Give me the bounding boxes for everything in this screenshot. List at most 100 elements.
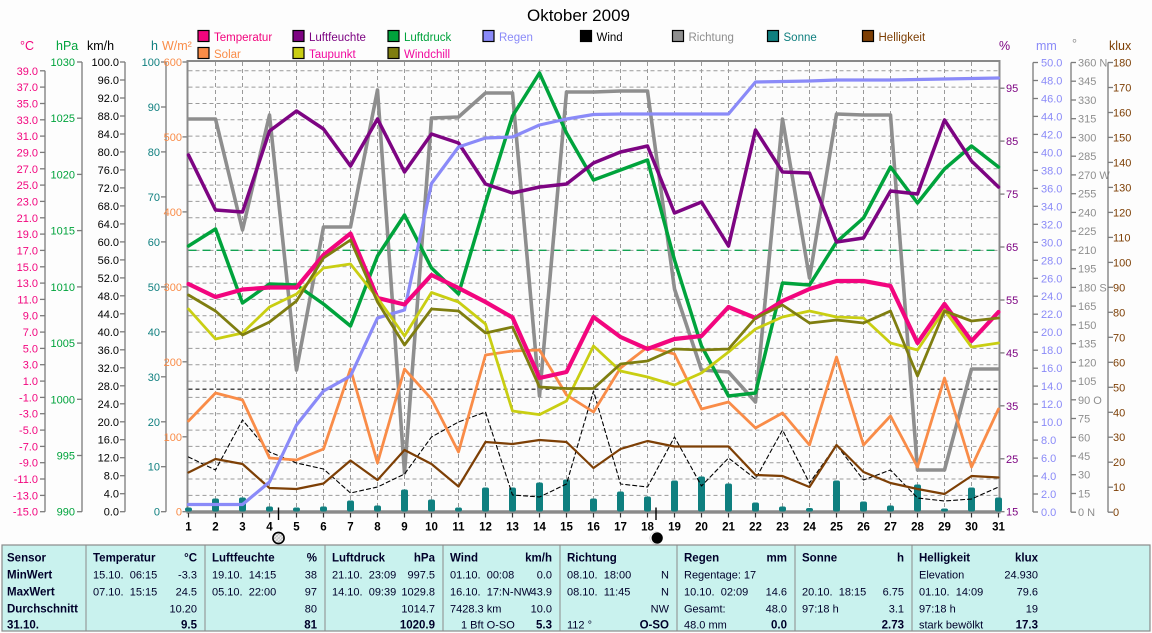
svg-text:45: 45: [1006, 348, 1018, 360]
svg-text:96.0: 96.0: [98, 75, 119, 87]
svg-text:40.0: 40.0: [1041, 147, 1062, 159]
svg-text:17: 17: [614, 522, 627, 534]
svg-text:9.0: 9.0: [23, 311, 38, 323]
svg-text:70: 70: [1113, 332, 1125, 344]
svg-text:75: 75: [1006, 189, 1018, 201]
svg-text:330: 330: [1078, 95, 1096, 107]
svg-text:195: 195: [1078, 264, 1096, 276]
svg-text:MaxWert: MaxWert: [7, 587, 55, 599]
svg-text:24.0: 24.0: [1041, 291, 1062, 303]
svg-text:85: 85: [1006, 136, 1018, 148]
svg-text:65: 65: [1006, 242, 1018, 254]
svg-text:15: 15: [560, 522, 573, 534]
svg-text:22.0: 22.0: [1041, 309, 1062, 321]
svg-text:56.0: 56.0: [98, 255, 119, 267]
svg-text:16.0: 16.0: [98, 435, 119, 447]
svg-text:255: 255: [1078, 189, 1096, 201]
svg-text:Richtung: Richtung: [689, 32, 734, 44]
svg-text:8.0: 8.0: [104, 471, 119, 483]
svg-text:20.0: 20.0: [1041, 327, 1062, 339]
svg-text:2.0: 2.0: [1041, 489, 1056, 501]
svg-text:112 °: 112 °: [567, 620, 592, 632]
svg-text:60: 60: [1078, 432, 1090, 444]
svg-text:1000: 1000: [51, 394, 75, 406]
svg-text:23: 23: [776, 522, 789, 534]
svg-text:W/m²: W/m²: [162, 39, 192, 53]
svg-text:°C: °C: [184, 553, 197, 565]
svg-text:31.0: 31.0: [17, 131, 38, 143]
svg-text:80: 80: [1113, 307, 1125, 319]
svg-text:36.0: 36.0: [98, 345, 119, 357]
svg-text:14.0: 14.0: [1041, 381, 1062, 393]
svg-text:Temperatur: Temperatur: [93, 553, 156, 565]
svg-text:55: 55: [1006, 295, 1018, 307]
svg-text:48.0: 48.0: [1041, 76, 1062, 88]
svg-text:0.0: 0.0: [771, 620, 787, 632]
svg-text:60: 60: [1113, 357, 1125, 369]
svg-text:97:18 h: 97:18 h: [919, 604, 956, 616]
svg-text:°: °: [1072, 37, 1077, 51]
svg-text:13.0: 13.0: [17, 278, 38, 290]
svg-text:hPa: hPa: [414, 553, 436, 565]
svg-text:Sonne: Sonne: [802, 553, 837, 565]
svg-text:48.0: 48.0: [766, 604, 787, 616]
svg-text:Wind: Wind: [597, 32, 623, 44]
svg-text:24.5: 24.5: [176, 587, 197, 599]
svg-text:180: 180: [1113, 58, 1131, 70]
svg-text:16.0: 16.0: [1041, 363, 1062, 375]
svg-text:h: h: [897, 553, 904, 565]
svg-text:Regen: Regen: [499, 32, 533, 44]
svg-text:40: 40: [148, 327, 160, 339]
svg-text:25: 25: [1006, 454, 1018, 466]
svg-text:27.0: 27.0: [17, 164, 38, 176]
svg-text:-3.0: -3.0: [19, 409, 38, 421]
svg-text:30: 30: [1078, 470, 1090, 482]
svg-text:45: 45: [1078, 451, 1090, 463]
svg-text:170: 170: [1113, 83, 1131, 95]
svg-text:12: 12: [479, 522, 492, 534]
svg-text:225: 225: [1078, 226, 1096, 238]
svg-text:4.0: 4.0: [104, 489, 119, 501]
svg-text:15: 15: [1078, 489, 1090, 501]
svg-text:0: 0: [176, 507, 182, 519]
svg-text:600: 600: [164, 57, 182, 69]
svg-text:33.0: 33.0: [17, 115, 38, 127]
svg-text:34.0: 34.0: [1041, 201, 1062, 213]
svg-text:140: 140: [1113, 157, 1131, 169]
svg-text:8.0: 8.0: [1041, 435, 1056, 447]
svg-text:26.0: 26.0: [1041, 273, 1062, 285]
svg-text:O-SO: O-SO: [640, 620, 669, 632]
svg-text:km/h: km/h: [525, 553, 552, 565]
svg-text:19: 19: [1026, 604, 1038, 616]
svg-text:20: 20: [148, 417, 160, 429]
svg-text:Luftfeuchte: Luftfeuchte: [309, 32, 366, 44]
svg-text:10.0: 10.0: [531, 604, 552, 616]
svg-text:38.0: 38.0: [1041, 165, 1062, 177]
svg-text:Regen: Regen: [684, 553, 719, 565]
svg-text:10: 10: [1113, 482, 1125, 494]
svg-text:95: 95: [1006, 83, 1018, 95]
svg-text:37.0: 37.0: [17, 82, 38, 94]
svg-text:18.0: 18.0: [1041, 345, 1062, 357]
svg-text:81: 81: [304, 620, 317, 632]
svg-text:400: 400: [164, 207, 182, 219]
svg-text:6.0: 6.0: [1041, 453, 1056, 465]
svg-text:110: 110: [1113, 232, 1131, 244]
svg-text:Luftdruck: Luftdruck: [404, 32, 452, 44]
svg-text:29: 29: [938, 522, 951, 534]
svg-text:2.73: 2.73: [882, 620, 904, 632]
svg-text:Gesamt:: Gesamt:: [684, 604, 726, 616]
svg-text:15.0: 15.0: [17, 262, 38, 274]
svg-text:1030: 1030: [51, 57, 75, 69]
svg-text:345: 345: [1078, 76, 1096, 88]
svg-text:50: 50: [148, 282, 160, 294]
svg-text:-5.0: -5.0: [19, 425, 38, 437]
svg-text:285: 285: [1078, 151, 1096, 163]
svg-text:10.10. 02:09: 10.10. 02:09: [684, 587, 748, 599]
svg-text:1029.8: 1029.8: [401, 587, 435, 599]
svg-text:9: 9: [401, 522, 407, 534]
svg-text:Luftfeuchte: Luftfeuchte: [212, 553, 275, 565]
svg-text:150: 150: [1078, 320, 1096, 332]
svg-text:-11.0: -11.0: [14, 474, 38, 486]
svg-text:1: 1: [185, 522, 192, 534]
